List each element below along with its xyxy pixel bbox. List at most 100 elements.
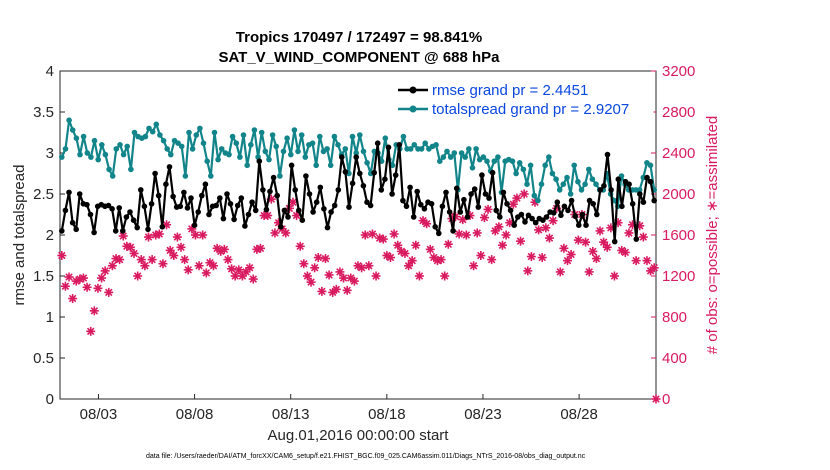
obs-asterisk-core xyxy=(634,258,639,263)
y2-tick-labels: 0 400 800 1200 1600 2000 2400 2800 3200 xyxy=(662,63,695,408)
totalspread-point xyxy=(578,187,585,193)
obs-assimilated-point xyxy=(638,232,648,242)
rmse-point xyxy=(565,207,571,214)
x-tick-label: 08/18 xyxy=(368,406,406,423)
obs-asterisk-core xyxy=(283,230,288,235)
totalspread-point xyxy=(146,125,152,132)
rmse-point xyxy=(112,228,119,234)
obs-asterisk-core xyxy=(590,249,595,254)
obs-assimilated-point xyxy=(234,265,244,275)
obs-assimilated-point xyxy=(497,240,507,250)
obs-assimilated-point xyxy=(631,256,641,266)
totalspread-point xyxy=(531,192,538,199)
rmse-point xyxy=(594,211,600,218)
obs-asterisk-core xyxy=(518,239,523,244)
obs-assimilated-point xyxy=(537,253,547,263)
rmse-point xyxy=(231,216,237,223)
obs-assimilated-point xyxy=(364,261,374,271)
obs-asterisk-core xyxy=(616,220,621,225)
obs-assimilated-point xyxy=(393,240,403,250)
obs-assimilated-point xyxy=(555,267,565,277)
obs-asterisk-core xyxy=(345,288,350,293)
totalspread-point xyxy=(564,174,570,181)
obs-asterisk-core xyxy=(406,263,411,268)
rmse-point xyxy=(155,192,162,199)
x-axis-label: Aug.01,2016 00:00:00 start xyxy=(268,427,450,444)
totalspread-point xyxy=(186,129,192,136)
totalspread-point xyxy=(91,137,98,144)
obs-asterisk-core xyxy=(272,230,277,235)
rmse-point xyxy=(414,188,421,195)
obs-assimilated-point xyxy=(534,225,544,235)
obs-asterisk-core xyxy=(182,257,187,262)
obs-asterisk-core xyxy=(359,265,364,270)
obs-assimilated-point xyxy=(404,261,414,271)
obs-asterisk-core xyxy=(81,276,86,281)
rmse-point xyxy=(328,209,334,215)
totalspread-point xyxy=(233,140,240,146)
rmse-point xyxy=(313,199,320,205)
rmse-point xyxy=(76,191,83,197)
y-tick-label: 3 xyxy=(46,145,54,162)
obs-asterisk-core xyxy=(67,275,72,280)
totalspread-point xyxy=(593,181,599,187)
obs-assimilated-point xyxy=(60,281,70,291)
obs-asterisk-core xyxy=(587,269,592,274)
obs-asterisk-core xyxy=(460,217,465,222)
rmse-point xyxy=(428,201,435,207)
rmse-point xyxy=(69,219,76,226)
obs-asterisk-core xyxy=(395,243,400,248)
rmse-point xyxy=(170,193,176,200)
totalspread-point xyxy=(237,154,243,160)
obs-assimilated-point xyxy=(342,285,352,295)
totalspread-point xyxy=(437,158,443,164)
rmse-point xyxy=(152,170,158,177)
obs-asterisk-core xyxy=(442,274,447,278)
obs-asterisk-core xyxy=(92,308,97,313)
totalspread-point xyxy=(389,162,396,169)
totalspread-point xyxy=(175,140,181,146)
obs-assimilated-point xyxy=(599,237,609,247)
obs-assimilated-point xyxy=(201,268,211,278)
rmse-point xyxy=(396,142,403,148)
obs-asterisk-core xyxy=(540,255,545,260)
rmse-point xyxy=(561,203,568,210)
rmse-point xyxy=(339,154,345,160)
totalspread-point xyxy=(556,187,563,193)
obs-assimilated-point xyxy=(443,239,453,249)
obs-asterisk-core xyxy=(525,268,530,273)
totalspread-point xyxy=(546,154,552,160)
y2-tick-label: 3200 xyxy=(662,63,695,80)
obs-asterisk-core xyxy=(95,286,100,291)
obs-asterisk-core xyxy=(142,263,147,268)
y2-tick-label: 1600 xyxy=(662,227,695,244)
totalspread-point xyxy=(520,166,527,173)
totalspread-point xyxy=(99,142,105,148)
obs-assimilated-point xyxy=(649,263,659,273)
obs-asterisk-core xyxy=(88,329,93,334)
obs-asterisk-core xyxy=(334,287,339,292)
rmse-point xyxy=(644,174,650,181)
rmse-point xyxy=(479,172,485,178)
rmse-point xyxy=(245,211,252,218)
rmse-point xyxy=(130,217,137,223)
rmse-point xyxy=(410,214,417,220)
obs-asterisk-core xyxy=(388,255,393,260)
rmse-point xyxy=(260,187,266,193)
rmse-point xyxy=(87,211,94,218)
rmse-point xyxy=(364,199,370,205)
obs-asterisk-core xyxy=(608,225,613,230)
obs-asterisk-core xyxy=(229,266,234,271)
rmse-point xyxy=(116,205,122,211)
obs-assimilated-point xyxy=(310,263,320,273)
obs-assimilated-point xyxy=(133,271,143,281)
totalspread-point xyxy=(273,143,280,150)
rmse-point xyxy=(270,174,277,181)
obs-assimilated-point xyxy=(270,228,280,238)
obs-assimilated-point xyxy=(609,271,619,281)
rmse-point xyxy=(357,170,363,177)
obs-asterisk-core xyxy=(341,276,346,281)
obs-assimilated-point xyxy=(147,255,157,265)
totalspread-point xyxy=(313,162,320,169)
